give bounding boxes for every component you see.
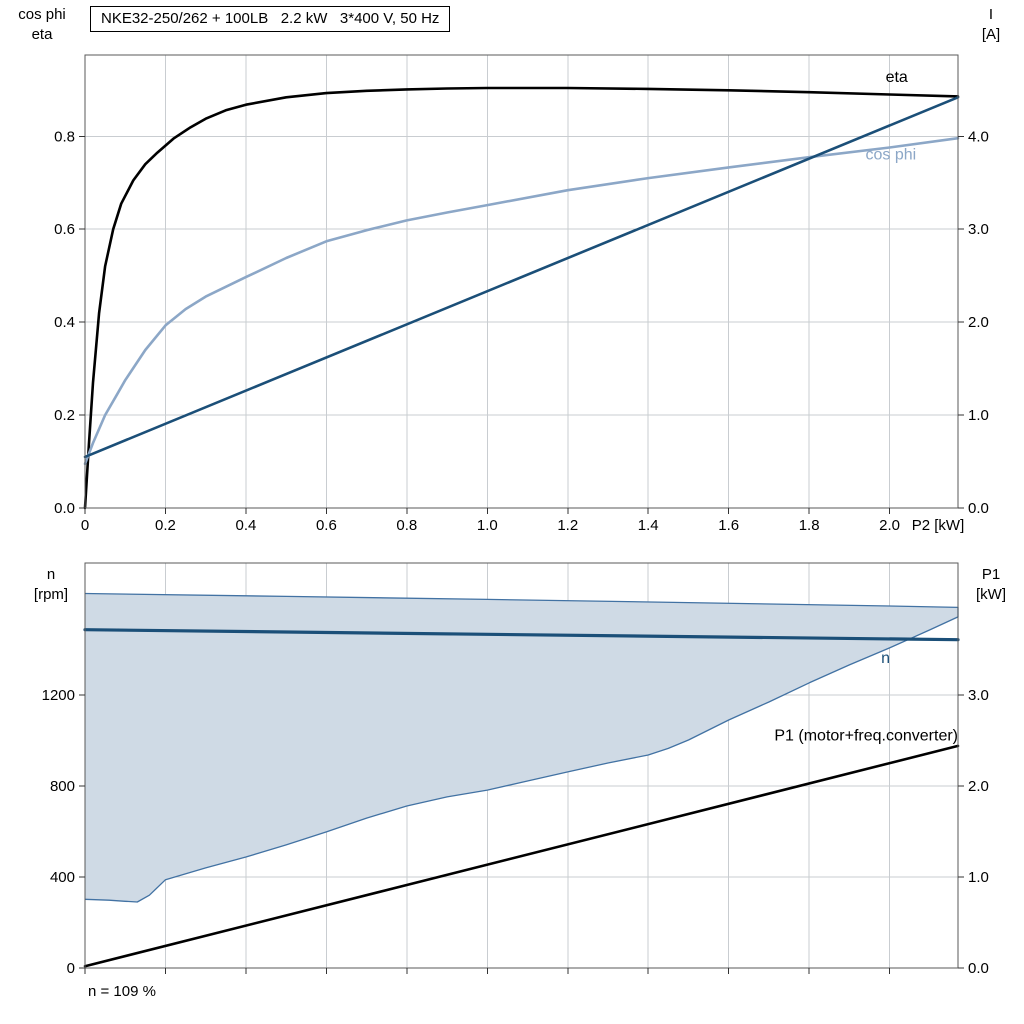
plot-frame xyxy=(84,54,959,509)
tick-label-right: 3.0 xyxy=(968,687,989,704)
tick-label-left: 1200 xyxy=(42,687,75,704)
tick-label-left: 0.4 xyxy=(54,314,75,331)
tick-label-right: 1.0 xyxy=(968,407,989,424)
tick-label-x: 1.0 xyxy=(477,517,498,534)
top-left-axis-label: cos phi eta xyxy=(18,6,66,43)
bottom-left-axis-label: n [rpm] xyxy=(33,566,69,603)
chart-title: NKE32-250/262 + 100LB 2.2 kW 3*400 V, 50… xyxy=(90,6,451,32)
tick-label-left: 0.0 xyxy=(54,500,75,517)
tick-label-left: 0.2 xyxy=(54,407,75,424)
tick-label-x: 1.6 xyxy=(718,517,739,534)
chart-bottom: 0 400 800 1200 0.0 1.0 2.0 3.0 n P1 (motor+freq.c… xyxy=(42,562,989,977)
series-eta xyxy=(83,86,960,510)
tick-label-left: 800 xyxy=(50,778,75,795)
tick-label-right: 1.0 xyxy=(968,869,989,886)
annotation-p1-motor-freq-converter-: P1 (motor+freq.converter) xyxy=(774,727,958,744)
tick-label-x: 2.0 xyxy=(879,517,900,534)
series-n xyxy=(83,628,960,642)
tick-label-right: 2.0 xyxy=(968,314,989,331)
bottom-right-axis-label: P1 [kW] xyxy=(976,566,1006,603)
series-cos-phi xyxy=(83,136,960,466)
tick-label-x: 1.4 xyxy=(638,517,659,534)
tick-label-x: 1.8 xyxy=(799,517,820,534)
tick-label-x: 1.2 xyxy=(557,517,578,534)
series-p1-motor-freq-converter- xyxy=(83,744,960,968)
series-i xyxy=(83,96,960,459)
tick-label-left: 0 xyxy=(67,960,75,977)
tick-label-x: 0.2 xyxy=(155,517,176,534)
top-right-axis-label: I [A] xyxy=(981,6,1001,43)
annotation-eta: eta xyxy=(886,69,908,86)
tick-label-right: 2.0 xyxy=(968,778,989,795)
plot-frame xyxy=(84,562,959,969)
speed-percent-note: n = 109 % xyxy=(88,983,156,1000)
tick-label-left: 0.6 xyxy=(54,221,75,238)
tick-label-left: 0.8 xyxy=(54,128,75,145)
tick-label-x: 0.8 xyxy=(396,517,417,534)
annotation-cos-phi: cos phi xyxy=(865,147,916,164)
x-axis-label: P2 [kW] xyxy=(912,517,965,534)
chart-top: 0 0.2 0.4 0.6 0.8 1.0 1.2 1.4 1.6 1.8 2.0 0.0 0.2 0.4… xyxy=(54,54,989,534)
tick-label-x: 0.6 xyxy=(316,517,337,534)
tick-label-right: 4.0 xyxy=(968,128,989,145)
tick-label-right: 0.0 xyxy=(968,500,989,517)
tick-label-x: 0 xyxy=(81,517,89,534)
tick-label-x: 0.4 xyxy=(235,517,256,534)
tick-label-right: 3.0 xyxy=(968,221,989,238)
tick-label-right: 0.0 xyxy=(968,960,989,977)
annotation-n: n xyxy=(881,650,890,667)
tick-label-left: 400 xyxy=(50,869,75,886)
